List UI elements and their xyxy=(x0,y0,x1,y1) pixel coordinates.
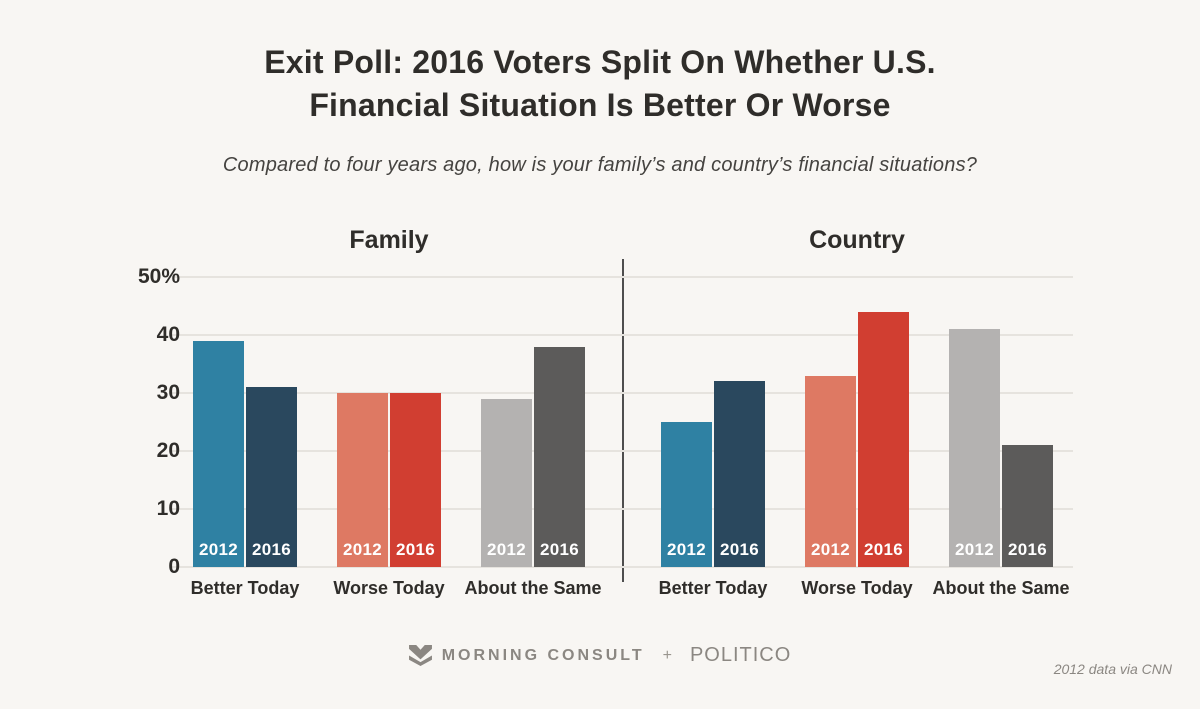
y-tick-label: 20 xyxy=(156,439,180,462)
bar-year-label: 2012 xyxy=(810,540,851,559)
bar-2012: 2012 xyxy=(949,329,1000,567)
gridline xyxy=(172,334,1073,336)
y-tick-label: 50% xyxy=(137,265,180,288)
bar-2016: 2016 xyxy=(858,311,909,567)
bar-year-label: 2012 xyxy=(342,540,383,559)
y-tick-label: 10 xyxy=(156,497,180,520)
morning-consult-wordmark: MORNING CONSULT xyxy=(441,646,645,664)
bar-2016: 2016 xyxy=(1002,445,1053,567)
panel-title-family: Family xyxy=(349,226,429,254)
plus-sign: + xyxy=(662,646,672,664)
bar-group: 2012 2016 Worse Today xyxy=(333,393,445,598)
bar-2012: 2012 xyxy=(481,398,532,567)
bar-year-label: 2012 xyxy=(954,540,995,559)
chart-title-line2: Financial Situation Is Better Or Worse xyxy=(309,87,891,123)
category-label: Better Today xyxy=(658,578,768,598)
gridline xyxy=(172,392,1073,394)
panel-country: 2012 2016 Better Today 2012 2016 Worse Today 2… xyxy=(659,277,1070,598)
bar-year-label: 2016 xyxy=(863,540,904,559)
bar-year-label: 2016 xyxy=(719,540,760,559)
bar-2012: 2012 xyxy=(337,393,388,567)
bar-group: 2012 2016 Better Today xyxy=(191,340,299,598)
gridline xyxy=(172,566,1073,568)
panel-title-country: Country xyxy=(809,226,905,254)
panel-divider xyxy=(622,259,624,582)
bar-group: 2012 2016 Worse Today xyxy=(801,311,913,598)
y-tick-label: 0 xyxy=(168,555,180,578)
source-note: 2012 data via CNN xyxy=(1053,661,1172,677)
bar-group: 2012 2016 About the Same xyxy=(932,329,1070,598)
y-tick-label: 30 xyxy=(156,381,180,404)
bar-year-label: 2016 xyxy=(539,540,580,559)
gridline xyxy=(172,508,1073,510)
gridline xyxy=(172,450,1073,452)
chart-title-line1: Exit Poll: 2016 Voters Split On Whether … xyxy=(264,44,936,80)
bar-group: 2012 2016 About the Same xyxy=(464,346,602,598)
bar-group: 2012 2016 Better Today xyxy=(659,381,767,598)
footer-brand-row: MORNING CONSULT + POLITICO xyxy=(0,644,1200,667)
category-label: Worse Today xyxy=(801,578,913,598)
bar-2016: 2016 xyxy=(390,393,441,567)
category-label: Better Today xyxy=(190,578,300,598)
chart-title: Exit Poll: 2016 Voters Split On Whether … xyxy=(0,41,1200,127)
bar-2012: 2012 xyxy=(661,422,712,567)
panel-family: 2012 2016 Better Today 2012 2016 Worse Today 2… xyxy=(191,277,602,598)
bar-2016: 2016 xyxy=(246,387,297,567)
bar-2016: 2016 xyxy=(534,346,585,567)
bar-year-label: 2016 xyxy=(395,540,436,559)
category-label: About the Same xyxy=(932,578,1070,598)
category-label: About the Same xyxy=(464,578,602,598)
chart-subtitle: Compared to four years ago, how is your … xyxy=(222,154,978,176)
bar-2012: 2012 xyxy=(193,340,244,567)
politico-wordmark: POLITICO xyxy=(689,644,792,666)
bar-year-label: 2012 xyxy=(666,540,707,559)
bar-year-label: 2012 xyxy=(486,540,527,559)
bar-year-label: 2016 xyxy=(251,540,292,559)
bar-year-label: 2012 xyxy=(198,540,239,559)
y-tick-label: 40 xyxy=(156,323,180,346)
morning-consult-m-icon xyxy=(408,645,432,666)
gridline xyxy=(172,276,1073,278)
bar-2016: 2016 xyxy=(714,381,765,567)
bar-2012: 2012 xyxy=(805,375,856,567)
bar-year-label: 2016 xyxy=(1007,540,1048,559)
category-label: Worse Today xyxy=(333,578,445,598)
